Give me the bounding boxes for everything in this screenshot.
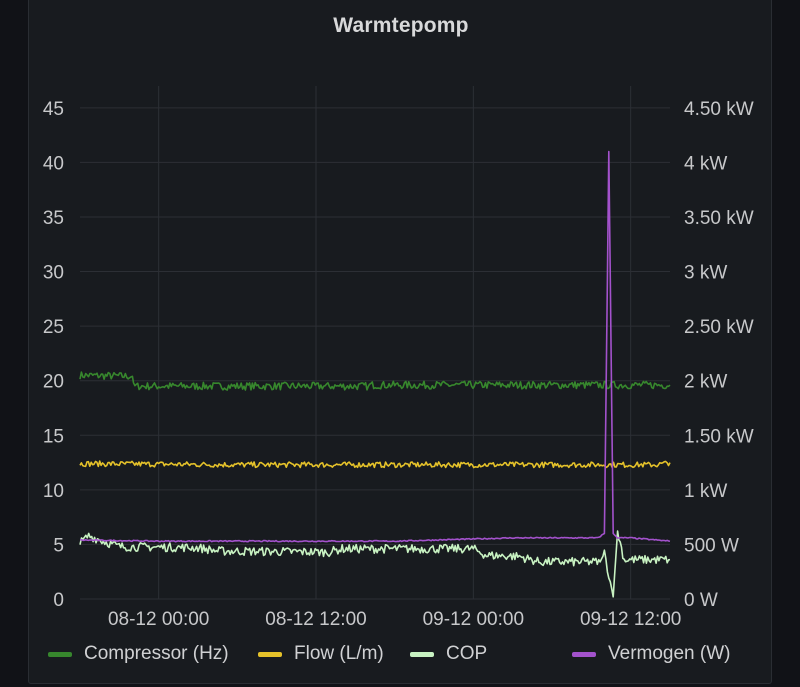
- y-left-tick-label: 25: [43, 317, 64, 338]
- y-left-tick-label: 15: [43, 426, 64, 447]
- y-right-tick-label: 3.50 kW: [684, 208, 754, 229]
- legend-swatch-flow: [258, 651, 282, 657]
- x-axis: 08-12 00:00 08-12 12:00 09-12 00:00 09-12 1…: [108, 609, 681, 630]
- y-left-tick-label: 0: [53, 590, 64, 611]
- legend-label-vermogen: Vermogen (W): [608, 643, 731, 664]
- legend-item-cop[interactable]: COP: [410, 640, 487, 668]
- y-right-tick-label: 2 kW: [684, 372, 727, 393]
- x-tick-label: 09-12 12:00: [580, 609, 681, 630]
- y-right-tick-label: 1.50 kW: [684, 426, 754, 447]
- x-tick-label: 09-12 00:00: [423, 609, 524, 630]
- y-left-tick-label: 5: [53, 535, 64, 556]
- series-line-0[interactable]: [79, 371, 671, 391]
- gridlines: [80, 86, 670, 600]
- y-left-tick-label: 30: [43, 263, 64, 284]
- x-tick-label: 08-12 12:00: [265, 609, 366, 630]
- y-right-tick-label: 2.50 kW: [684, 317, 754, 338]
- chart-panel: Warmtepomp: [28, 0, 772, 684]
- series-line-2[interactable]: [79, 530, 671, 598]
- legend-swatch-vermogen: [572, 651, 596, 657]
- y-left-tick-label: 20: [43, 372, 64, 393]
- legend-item-flow[interactable]: Flow (L/m): [258, 640, 384, 668]
- y-right-tick-label: 3 kW: [684, 263, 727, 284]
- legend-label-cop: COP: [446, 643, 488, 664]
- y-left-tick-label: 10: [43, 481, 64, 502]
- legend-label-compressor: Compressor (Hz): [84, 643, 229, 664]
- legend-item-compressor[interactable]: Compressor (Hz): [48, 640, 229, 668]
- series-line-1[interactable]: [79, 460, 671, 469]
- panel-title[interactable]: Warmtepomp: [333, 14, 469, 37]
- x-tick-label: 08-12 00:00: [108, 609, 209, 630]
- y-left-tick-label: 35: [43, 208, 64, 229]
- y-right-tick-label: 500 W: [684, 535, 739, 556]
- y-axis-left: 0 5 10 15 20 25 30 35 40 45: [43, 99, 64, 611]
- y-left-tick-label: 40: [43, 153, 64, 174]
- legend-item-vermogen[interactable]: Vermogen (W): [572, 640, 730, 668]
- legend-swatch-compressor: [48, 651, 72, 657]
- series-line-3[interactable]: [79, 150, 671, 543]
- y-axis-right: 0 W 500 W 1 kW 1.50 kW 2 kW 2.50 kW 3 kW 3.50 k…: [684, 99, 754, 611]
- y-left-tick-label: 45: [43, 99, 64, 120]
- y-right-tick-label: 4 kW: [684, 153, 727, 174]
- legend-label-flow: Flow (L/m): [294, 643, 384, 664]
- y-right-tick-label: 1 kW: [684, 481, 727, 502]
- legend-swatch-cop: [410, 651, 434, 657]
- y-right-tick-label: 0 W: [684, 590, 718, 611]
- series-lines: [79, 150, 671, 598]
- y-right-tick-label: 4.50 kW: [684, 99, 754, 120]
